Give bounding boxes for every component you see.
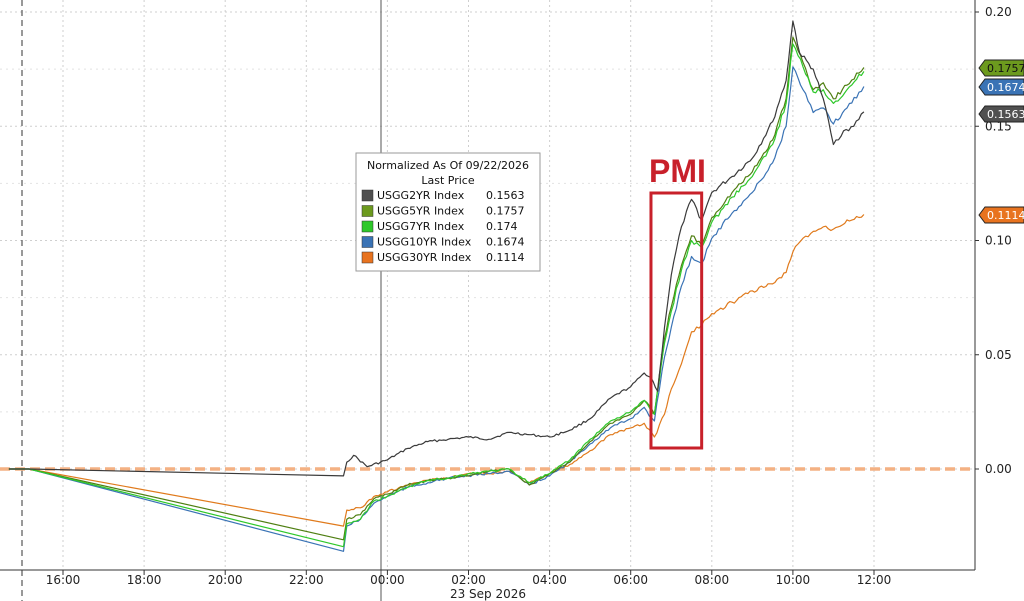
- y-tick-label-1: 0.05: [985, 348, 1012, 362]
- last-tag-label-usgg2yr: 0.1563: [987, 108, 1024, 121]
- x-tick-label-10: 12:00: [857, 573, 892, 587]
- session-dividers: [0, 0, 976, 601]
- legend-series-name-1: USGG5YR Index: [377, 205, 465, 218]
- legend-swatch-2: [361, 220, 374, 233]
- last-tag-usgg30yr: [978, 206, 1024, 224]
- x-axis: 23 Sep 2026 16:00 18:00 20:00 22:00 00:00 02:…: [46, 570, 892, 601]
- last-tag-usgg10yr: [978, 78, 1024, 96]
- last-tag-usgg2yr: [978, 105, 1024, 123]
- pmi-box: [649, 191, 704, 450]
- series-line-usgg5yr: [8, 36, 865, 541]
- pmi-label: PMI: [649, 153, 706, 189]
- x-axis-date-label: 23 Sep 2026: [450, 587, 526, 601]
- pmi-annotation: PMI: [649, 153, 706, 450]
- legend-series-value-0: 0.1563: [486, 189, 525, 202]
- series-line-usgg10yr: [8, 66, 865, 552]
- y-axis: 0.00 0.05 0.10 0.15 0.20: [975, 5, 1012, 476]
- x-tick-label-3: 22:00: [289, 573, 324, 587]
- last-tag-label-usgg30yr: 0.1114: [987, 209, 1024, 222]
- legend-series-value-1: 0.1757: [486, 205, 525, 218]
- series-lines: [8, 20, 865, 552]
- y-tick-label-0: 0.00: [985, 462, 1012, 476]
- legend-series-name-0: USGG2YR Index: [377, 189, 465, 202]
- legend-series-name-3: USGG10YR Index: [377, 236, 472, 249]
- grid: [0, 0, 975, 570]
- x-tick-label-8: 08:00: [695, 573, 730, 587]
- series-line-usgg2yr: [8, 20, 865, 477]
- legend-series-value-2: 0.174: [486, 220, 518, 233]
- x-tick-label-1: 18:00: [127, 573, 162, 587]
- x-tick-label-6: 04:00: [532, 573, 567, 587]
- legend-series-value-3: 0.1674: [486, 236, 525, 249]
- legend-swatch-4: [361, 251, 374, 264]
- y-tick-label-2: 0.10: [985, 234, 1012, 248]
- legend-series-value-4: 0.1114: [486, 251, 525, 264]
- legend-series-name-2: USGG7YR Index: [377, 220, 465, 233]
- x-tick-label-0: 16:00: [46, 573, 81, 587]
- last-tag-label-usgg10yr: 0.1674: [987, 81, 1024, 94]
- legend-background: [355, 152, 541, 272]
- x-tick-label-4: 00:00: [370, 573, 405, 587]
- x-tick-label-5: 02:00: [451, 573, 486, 587]
- last-tag-usgg5yr: [978, 59, 1024, 77]
- y-tick-label-4: 0.20: [985, 5, 1012, 19]
- legend-swatch-0: [361, 189, 374, 202]
- legend-series-name-4: USGG30YR Index: [377, 251, 472, 264]
- x-tick-label-2: 20:00: [208, 573, 243, 587]
- y-tick-label-3: 0.15: [985, 119, 1012, 133]
- legend-title: Normalized As Of 09/22/2026: [367, 159, 529, 172]
- legend-swatch-3: [361, 236, 374, 248]
- legend-swatch-1: [361, 205, 374, 217]
- x-tick-label-7: 06:00: [613, 573, 648, 587]
- last-price-tags: 0.1757 0.1674 0.1563 0.1114: [978, 59, 1024, 224]
- legend-items: USGG2YR Index 0.1563 USGG5YR Index 0.1757 US…: [361, 189, 525, 264]
- legend-subtitle: Last Price: [421, 174, 474, 187]
- series-line-usgg7yr: [8, 43, 865, 548]
- x-tick-label-9: 10:00: [776, 573, 811, 587]
- last-tag-label-usgg5yr: 0.1757: [987, 62, 1024, 75]
- legend: Normalized As Of 09/22/2026 Last Price U…: [355, 152, 541, 272]
